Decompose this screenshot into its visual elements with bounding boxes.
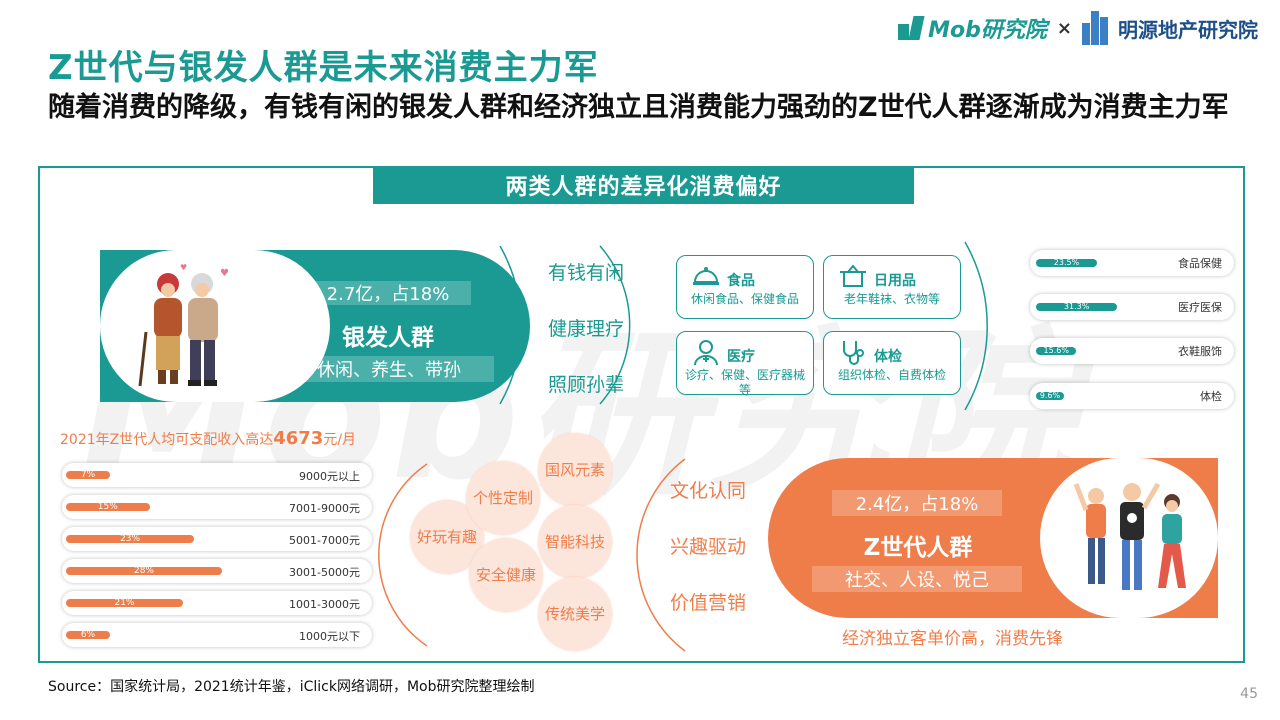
- income-bar-row: 15% 7001-9000元: [62, 495, 372, 519]
- page-title: Z世代与银发人群是未来消费主力军: [48, 48, 599, 88]
- income-bar-track: 23%: [66, 535, 266, 544]
- income-bar-row: 23% 5001-7000元: [62, 527, 372, 551]
- orange-arc-right: [636, 458, 686, 652]
- silver-trait: 有钱有闲: [548, 262, 625, 284]
- genz-trait: 兴趣驱动: [670, 536, 747, 558]
- category-card-medical: 医疗 诊疗、保健、医疗器械等: [676, 331, 814, 397]
- stethoscope-icon: [843, 341, 864, 365]
- category-desc: 诊疗、保健、医疗器械等: [684, 368, 805, 397]
- daily-goods-icon: [840, 264, 866, 287]
- preference-bar-fill: 23.5%: [1036, 259, 1097, 267]
- partner-logo-text: 明源地产研究院: [1118, 17, 1258, 42]
- partner-logo: 明源地产研究院: [1082, 11, 1258, 45]
- young-people-icon: [1073, 482, 1186, 590]
- preference-bar-fill: 15.6%: [1036, 347, 1077, 355]
- mob-logo: Mob研究院: [898, 12, 1047, 44]
- category-title: 医疗: [727, 349, 755, 365]
- preference-bar-row: 23.5% 食品保健: [1030, 250, 1234, 276]
- silver-trait: 照顾孙辈: [548, 374, 625, 396]
- orange-arc-left: [378, 463, 428, 647]
- income-bar-track: 15%: [66, 503, 266, 512]
- income-bar-fill: 21%: [66, 599, 183, 608]
- preference-bar-row: 15.6% 衣鞋服饰: [1030, 338, 1234, 364]
- doctor-icon: [694, 340, 718, 366]
- genz-bubble: 安全健康: [469, 538, 543, 612]
- income-bar-label: 1001-3000元: [289, 598, 360, 611]
- genz-footnote: 经济独立客单价高，消费先锋: [842, 629, 1063, 649]
- preference-bar-track: 15.6%: [1036, 347, 1176, 355]
- mob-logo-text: Mob研究院: [928, 18, 1047, 43]
- category-desc: 组织体检、自费体检: [837, 368, 946, 382]
- category-title: 体检: [874, 349, 902, 365]
- income-bar-fill: 6%: [66, 631, 110, 640]
- income-bar-fill: 28%: [66, 567, 222, 576]
- svg-text:♥: ♥: [220, 268, 229, 279]
- teal-arc-right: [964, 241, 988, 411]
- income-bar-track: 6%: [66, 631, 266, 640]
- income-bar-label: 5001-7000元: [289, 534, 360, 547]
- genz-name: Z世代人群: [863, 535, 973, 561]
- silver-name: 银发人群: [342, 325, 434, 351]
- preference-bar-track: 31.3%: [1036, 303, 1176, 311]
- mob-logo-mark-icon: [898, 16, 925, 40]
- svg-text:♥: ♥: [180, 263, 187, 272]
- income-bar-fill: 15%: [66, 503, 150, 512]
- income-bar-fill: 23%: [66, 535, 195, 544]
- preference-bar-row: 31.3% 医疗医保: [1030, 294, 1234, 320]
- genz-trait: 价值营销: [670, 592, 747, 614]
- income-bar-fill: 7%: [66, 471, 110, 480]
- section-title: 两类人群的差异化消费偏好: [373, 166, 914, 204]
- income-bar-label: 1000元以下: [299, 630, 360, 643]
- genz-bubble: 国风元素: [538, 433, 612, 507]
- category-title: 日用品: [874, 273, 916, 289]
- preference-bar-fill: 9.6%: [1036, 392, 1064, 400]
- logo-area: Mob研究院 × 明源地产研究院: [898, 10, 1258, 46]
- income-bar-label: 9000元以上: [299, 470, 360, 483]
- genz-bubble: 传统美学: [538, 577, 612, 651]
- partner-logo-mark-icon: [1082, 11, 1114, 45]
- genz-bubble: 智能科技: [538, 505, 612, 579]
- category-title: 食品: [727, 273, 755, 289]
- income-bar-row: 7% 9000元以上: [62, 463, 372, 487]
- category-desc: 老年鞋袜、衣物等: [843, 292, 940, 306]
- page-number: 45: [1240, 686, 1258, 702]
- income-bar-label: 7001-9000元: [289, 502, 360, 515]
- income-bar-track: 21%: [66, 599, 266, 608]
- silver-tags: 休闲、养生、带孙: [284, 356, 494, 382]
- category-card-checkup: 体检 组织体检、自费体检: [823, 331, 961, 395]
- category-desc: 休闲食品、保健食品: [690, 292, 799, 306]
- income-title: 2021年Z世代人均可支配收入高达4673元/月: [60, 428, 357, 449]
- source-note: Source：国家统计局，2021统计年鉴，iClick网络调研，Mob研究院整…: [48, 679, 535, 695]
- income-bar-row: 6% 1000元以下: [62, 623, 372, 647]
- genz-tags: 社交、人设、悦己: [812, 566, 1022, 592]
- genz-trait: 文化认同: [670, 480, 747, 502]
- income-bar-label: 3001-5000元: [289, 566, 360, 579]
- preference-bar-label: 衣鞋服饰: [1178, 345, 1222, 358]
- preference-bar-label: 食品保健: [1178, 257, 1222, 270]
- page-subtitle: 随着消费的降级，有钱有闲的银发人群和经济独立且消费能力强劲的Z世代人群逐渐成为消…: [48, 92, 1229, 123]
- income-bar-track: 28%: [66, 567, 266, 576]
- category-card-daily-goods: 日用品 老年鞋袜、衣物等: [823, 255, 961, 319]
- preference-bar-track: 9.6%: [1036, 392, 1176, 400]
- preference-bar-row: 9.6% 体检: [1030, 383, 1234, 409]
- income-bar-row: 21% 1001-3000元: [62, 591, 372, 615]
- income-bar-track: 7%: [66, 471, 266, 480]
- category-card-food: 食品 休闲食品、保健食品: [676, 255, 814, 319]
- silver-trait: 健康理疗: [548, 318, 625, 340]
- income-bar-row: 28% 3001-5000元: [62, 559, 372, 583]
- preference-bar-track: 23.5%: [1036, 259, 1176, 267]
- elderly-couple-icon: ♥ ♥: [138, 263, 229, 387]
- preference-bar-fill: 31.3%: [1036, 303, 1118, 311]
- genz-bubble: 个性定制: [466, 461, 540, 535]
- logo-separator: ×: [1056, 17, 1072, 39]
- genz-stat: 2.4亿，占18%: [832, 490, 1002, 516]
- teal-arc-divider: [499, 245, 631, 405]
- preference-bar-label: 医疗医保: [1178, 301, 1222, 314]
- food-cloche-icon: [693, 267, 719, 285]
- preference-bar-label: 体检: [1200, 390, 1222, 403]
- silver-stat: 2.7亿，占18%: [305, 281, 471, 305]
